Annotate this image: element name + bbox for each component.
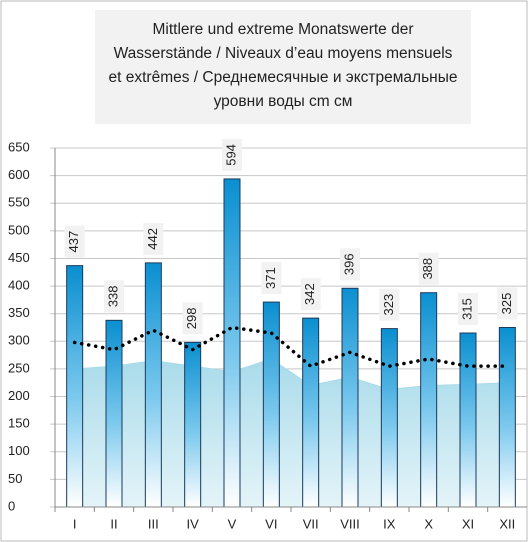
x-tick-label: VI <box>265 516 277 531</box>
y-tick-label: 500 <box>8 222 30 237</box>
data-label-box <box>104 280 124 313</box>
x-tick-label: VIII <box>340 516 360 531</box>
bar <box>223 178 241 508</box>
data-label-box <box>379 288 400 321</box>
bar <box>380 328 398 508</box>
data-label: 442 <box>145 228 160 250</box>
chart-title: Mittlere und extreme Monatswerte der Was… <box>95 10 471 124</box>
data-label: 338 <box>105 285 120 307</box>
bar <box>302 317 320 508</box>
bar <box>459 332 477 508</box>
data-label-box <box>64 225 85 258</box>
data-label: 396 <box>341 253 356 275</box>
data-label: 315 <box>459 298 474 320</box>
bar <box>420 292 438 508</box>
x-tick-label: IX <box>383 516 396 531</box>
data-label: 323 <box>381 294 396 316</box>
data-label-box <box>182 302 203 335</box>
data-label-box <box>300 278 321 311</box>
data-label: 342 <box>302 283 317 305</box>
line <box>72 325 510 369</box>
data-label-box <box>458 293 478 326</box>
x-tick-label: II <box>110 516 117 531</box>
bar <box>498 327 516 508</box>
data-label-box <box>340 248 360 281</box>
data-label: 371 <box>263 267 278 289</box>
bar <box>144 262 162 508</box>
data-label-box <box>222 138 242 171</box>
y-tick-label: 50 <box>8 471 22 486</box>
bar <box>66 265 84 508</box>
data-label-box <box>143 222 164 255</box>
y-tick-label: 400 <box>8 278 30 293</box>
data-label-box <box>261 262 282 295</box>
data-label: 594 <box>223 144 238 166</box>
x-tick-label: X <box>424 516 433 531</box>
data-label-box <box>497 287 518 320</box>
data-label: 298 <box>184 308 199 330</box>
y-tick-label: 650 <box>8 139 30 154</box>
y-tick-label: 600 <box>8 167 30 182</box>
y-tick-label: 450 <box>8 250 30 265</box>
x-tick-label: VII <box>303 516 319 531</box>
y-tick-label: 250 <box>8 360 30 375</box>
x-tick-label: XII <box>499 516 515 531</box>
area <box>74 358 508 508</box>
y-tick-label: 0 <box>8 498 15 513</box>
y-tick-label: 300 <box>8 333 30 348</box>
data-label: 437 <box>66 231 81 253</box>
y-tick-label: 550 <box>8 195 30 210</box>
x-tick-label: III <box>148 516 159 531</box>
x-tick-label: XI <box>462 516 474 531</box>
data-label: 325 <box>499 293 514 315</box>
y-tick-label: 350 <box>8 305 30 320</box>
x-tick-label: I <box>73 516 77 531</box>
data-label: 388 <box>420 258 435 280</box>
bar <box>184 341 202 508</box>
y-tick-label: 150 <box>8 416 30 431</box>
y-tick-label: 200 <box>8 388 30 403</box>
x-tick-label: V <box>228 516 237 531</box>
bar <box>341 287 359 508</box>
data-label-box <box>418 252 439 285</box>
y-tick-label: 100 <box>8 443 30 458</box>
x-tick-label: IV <box>187 516 200 531</box>
